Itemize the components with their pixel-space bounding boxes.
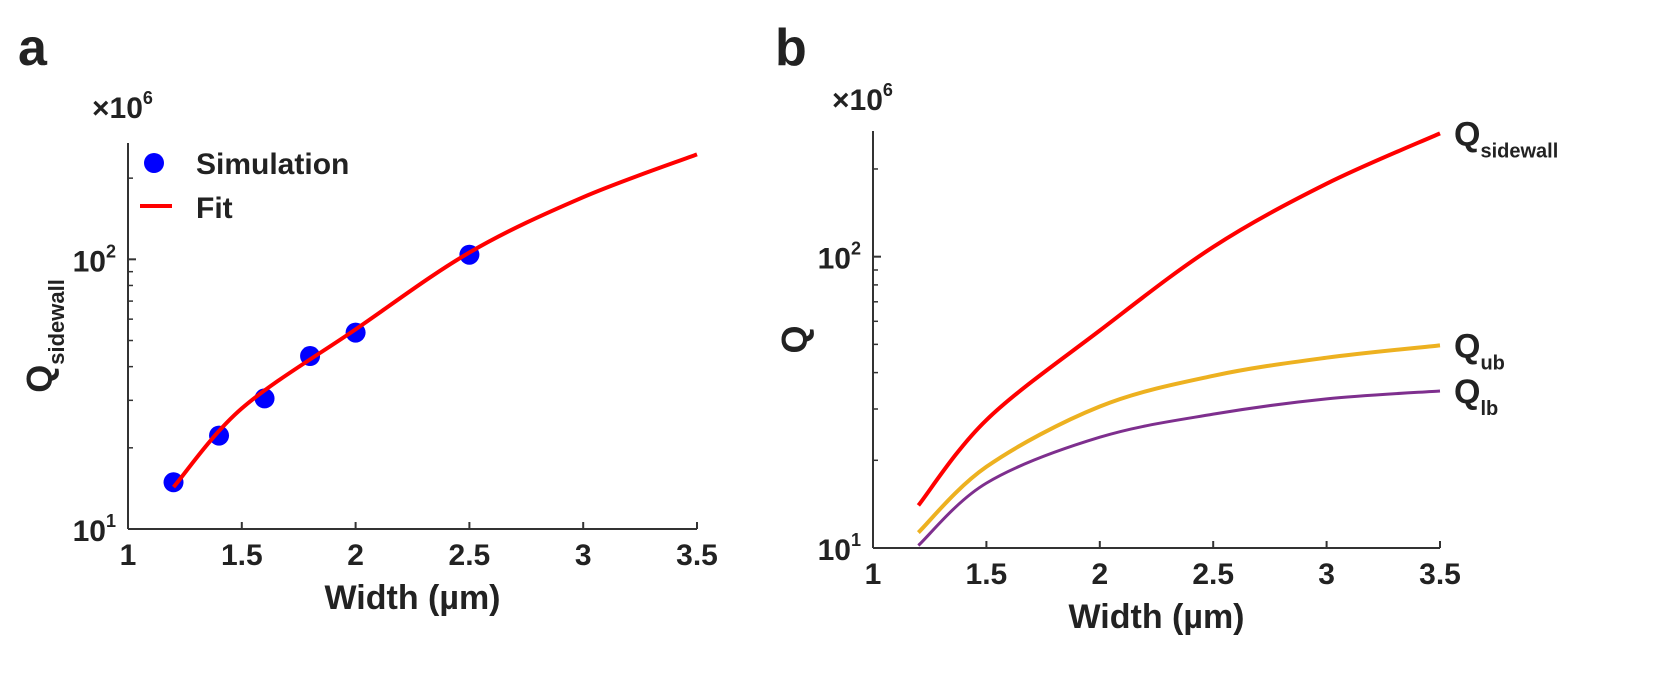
x-tick-label: 1 — [865, 558, 882, 591]
y-tick-base: 10 — [73, 515, 106, 548]
y-multiplier-exp: 6 — [883, 80, 893, 100]
series-label-main: Q — [1454, 115, 1480, 153]
y-axis-label: Qsidewall — [19, 279, 69, 393]
x-axis-label: Width (µm) — [324, 579, 500, 617]
y-tick-base: 10 — [818, 243, 851, 276]
data-point — [209, 425, 230, 446]
panel-label: b — [775, 19, 807, 77]
legend-label-simulation: Simulation — [196, 148, 349, 181]
y-axis-label: Q — [774, 325, 815, 353]
x-tick-label: 1.5 — [966, 558, 1008, 591]
series-label: Qsidewall — [1454, 115, 1558, 162]
series-label-sub: sidewall — [1480, 140, 1558, 162]
x-tick-label: 2 — [1091, 558, 1108, 591]
y-tick-base: 10 — [818, 534, 851, 567]
x-tick-label: 2 — [347, 539, 364, 572]
y-axis-label-main: Q — [774, 325, 815, 353]
y-tick-base: 10 — [73, 245, 106, 278]
y-multiplier-base: ×10 — [832, 84, 883, 117]
y-axis-label-sub: sidewall — [44, 279, 69, 365]
x-tick-label: 3 — [575, 539, 592, 572]
series-line — [917, 389, 1441, 547]
x-tick-label: 3 — [1318, 558, 1335, 591]
y-multiplier-exp: 6 — [143, 88, 153, 108]
y-multiplier-base: ×10 — [92, 92, 143, 125]
y-tick-exp: 2 — [106, 241, 116, 261]
y-multiplier: ×106 — [832, 80, 893, 117]
y-tick-exp: 1 — [106, 511, 116, 531]
panel-label: a — [18, 19, 48, 77]
x-tick-label: 1 — [120, 539, 137, 572]
series-line — [172, 152, 698, 489]
series-line — [916, 131, 1441, 507]
series-line — [916, 343, 1441, 534]
y-multiplier: ×106 — [92, 88, 153, 125]
legend-marker-simulation — [144, 153, 164, 173]
series-label-sub: lb — [1480, 398, 1498, 420]
y-axis-label-main: Q — [19, 365, 60, 393]
series-label: Qlb — [1454, 373, 1498, 420]
series-label-main: Q — [1454, 327, 1480, 365]
y-tick-label: 101 — [73, 511, 116, 548]
series-label: Qub — [1454, 327, 1505, 374]
y-tick-exp: 1 — [851, 530, 861, 550]
x-tick-label: 3.5 — [1419, 558, 1461, 591]
x-tick-label: 3.5 — [676, 539, 718, 572]
x-tick-label: 2.5 — [449, 539, 491, 572]
legend: Simulation Fit — [140, 148, 349, 225]
y-tick-label: 102 — [73, 241, 116, 278]
y-tick-label: 101 — [818, 530, 861, 567]
y-tick-label: 102 — [818, 239, 861, 276]
series-label-sub: ub — [1480, 352, 1504, 374]
x-axis-label: Width (µm) — [1068, 598, 1244, 636]
data-point — [163, 472, 184, 493]
x-tick-label: 2.5 — [1192, 558, 1234, 591]
legend-label-fit: Fit — [196, 192, 233, 225]
x-tick-label: 1.5 — [221, 539, 263, 572]
y-tick-exp: 2 — [851, 239, 861, 259]
series-label-main: Q — [1454, 373, 1480, 411]
